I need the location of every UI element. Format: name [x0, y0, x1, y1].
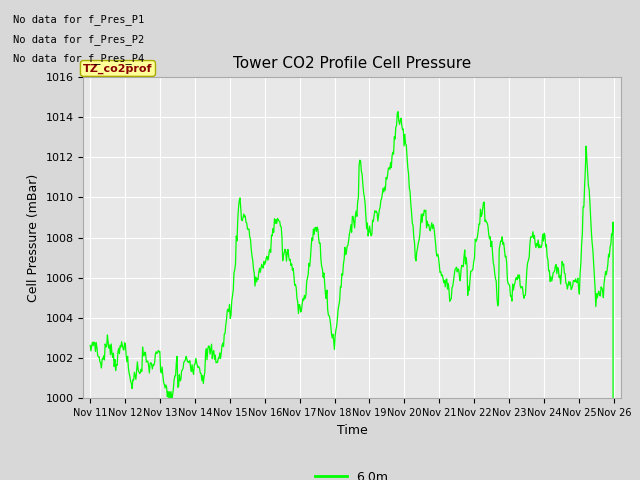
Title: Tower CO2 Profile Cell Pressure: Tower CO2 Profile Cell Pressure: [233, 57, 471, 72]
Legend: 6.0m: 6.0m: [310, 466, 394, 480]
Text: No data for f_Pres_P4: No data for f_Pres_P4: [13, 53, 144, 64]
Text: TZ_co2prof: TZ_co2prof: [83, 63, 153, 73]
Text: No data for f_Pres_P1: No data for f_Pres_P1: [13, 14, 144, 25]
X-axis label: Time: Time: [337, 424, 367, 437]
Y-axis label: Cell Pressure (mBar): Cell Pressure (mBar): [27, 173, 40, 302]
Text: No data for f_Pres_P2: No data for f_Pres_P2: [13, 34, 144, 45]
